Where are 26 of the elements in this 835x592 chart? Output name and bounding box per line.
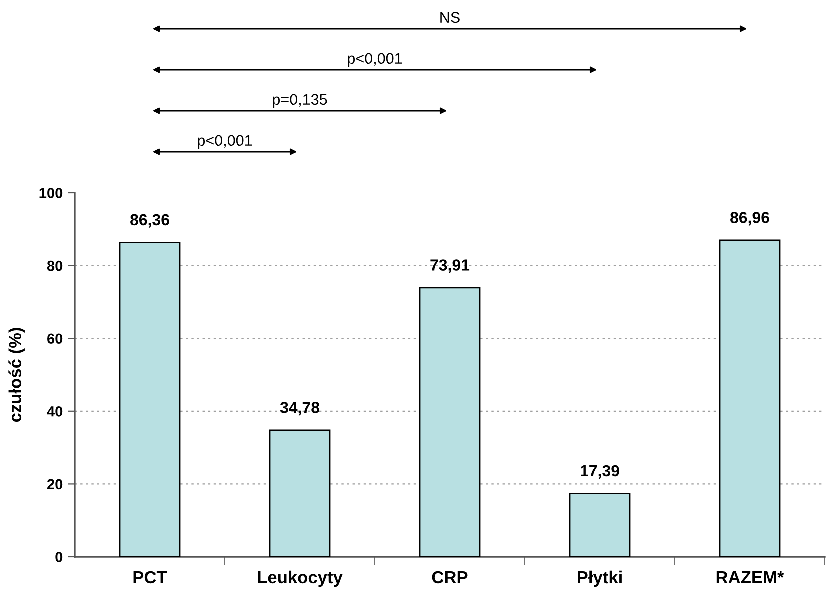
data-label: 86,96	[730, 212, 770, 226]
data-label: 86,36	[130, 214, 170, 228]
x-tick-label: Płytki	[578, 570, 622, 588]
x-tick-label: CRP	[432, 571, 468, 584]
bar	[719, 240, 781, 557]
bar	[419, 287, 481, 557]
y-tick-label: 80	[47, 260, 63, 272]
x-tick-label: PCT	[134, 571, 168, 584]
bar	[569, 493, 631, 557]
y-axis-title: czułość (%)	[8, 328, 25, 422]
bar	[119, 242, 181, 557]
y-tick-label: 100	[40, 188, 63, 198]
y-tick-label: 20	[47, 479, 63, 490]
x-tick-label: RAZEM*	[716, 572, 784, 584]
x-tick-label: Leukocyty	[258, 570, 343, 588]
data-label: 34,78	[280, 402, 320, 416]
text: NS	[440, 12, 460, 24]
text: p<0,001	[198, 135, 252, 150]
data-label: 73,91	[430, 260, 470, 274]
text: p=0,135	[273, 94, 328, 108]
bar	[269, 430, 331, 557]
data-label: 17,39	[581, 465, 620, 479]
y-tick-label: 40	[47, 406, 63, 417]
text: p<0,001	[348, 53, 402, 68]
y-tick-label: 60	[48, 334, 63, 344]
y-tick-label: 0	[56, 552, 63, 562]
